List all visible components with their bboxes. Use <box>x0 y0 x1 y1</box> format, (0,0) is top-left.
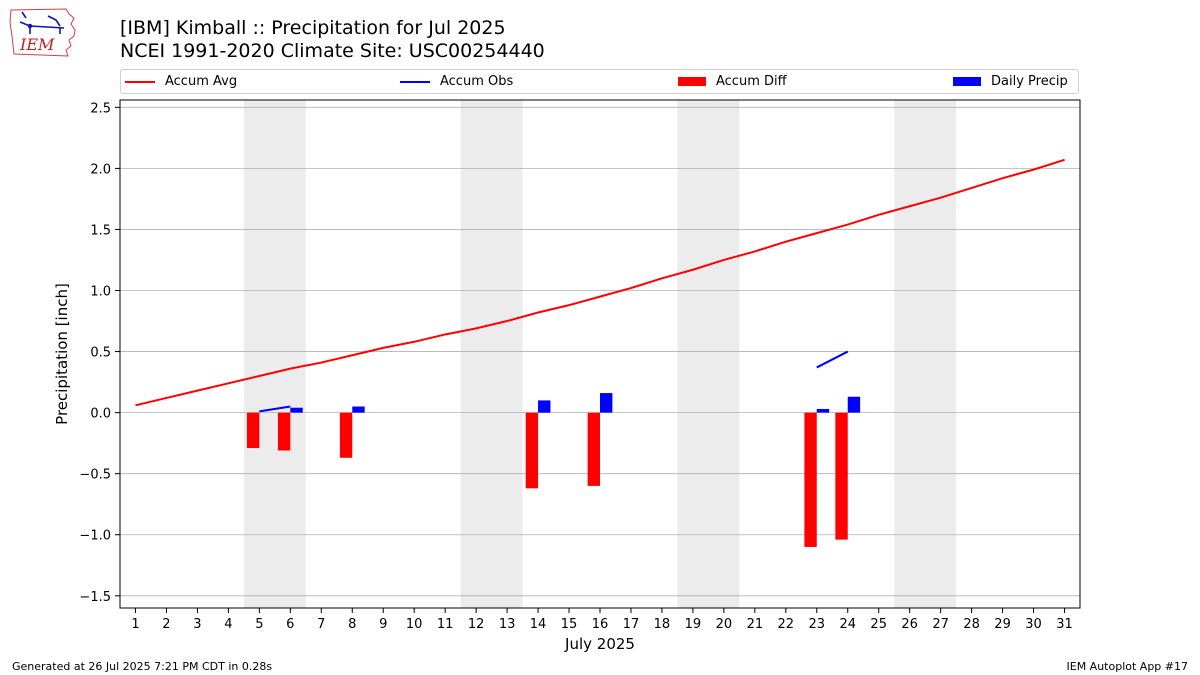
iowa-state-outline <box>9 8 76 57</box>
accum-diff-bar <box>525 412 539 489</box>
weekend-shading <box>243 100 306 608</box>
y-tick-label: −1.5 <box>79 590 111 605</box>
x-tick-label: 4 <box>224 617 232 632</box>
footer-app: IEM Autoplot App #17 <box>1066 660 1189 673</box>
x-tick-label: 25 <box>870 617 887 632</box>
x-tick-label: 5 <box>255 617 263 632</box>
x-tick-label: 17 <box>623 617 640 632</box>
legend-swatch-accum-obs <box>400 80 430 83</box>
weekend-shading <box>677 100 740 608</box>
accum-diff-bar <box>804 412 817 547</box>
footer-generated: Generated at 26 Jul 2025 7:21 PM CDT in … <box>12 660 273 673</box>
x-tick-label: 10 <box>406 617 423 632</box>
y-tick-label: −0.5 <box>79 468 111 483</box>
y-tick-label: 1.5 <box>90 223 111 238</box>
x-tick-label: 19 <box>685 617 702 632</box>
accum-diff-bar <box>587 412 600 486</box>
x-tick-label: 22 <box>778 617 795 632</box>
accum-obs-line <box>816 350 849 369</box>
logo-text: IEM <box>19 35 55 54</box>
x-tick-label: 21 <box>747 617 764 632</box>
x-tick-label: 6 <box>286 617 294 632</box>
y-tick-label: 0.0 <box>90 407 111 422</box>
x-tick-label: 28 <box>963 617 980 632</box>
legend-item-daily-precip: Daily Precip <box>953 70 1068 93</box>
daily-precip-bar <box>352 406 365 413</box>
accum-obs-line <box>259 405 291 413</box>
daily-precip-bar <box>847 396 861 413</box>
daily-precip-bar <box>290 407 303 413</box>
x-tick-label: 27 <box>932 617 949 632</box>
legend-label: Accum Diff <box>716 74 787 89</box>
x-tick-label: 3 <box>193 617 201 632</box>
x-tick-label: 14 <box>530 617 547 632</box>
legend-item-accum-diff: Accum Diff <box>678 70 787 93</box>
x-tick-label: 16 <box>592 617 609 632</box>
x-tick-label: 12 <box>468 617 485 632</box>
legend-item-accum-avg: Accum Avg <box>125 70 237 93</box>
weekend-shading <box>894 100 957 608</box>
legend-swatch-accum-avg <box>125 80 155 83</box>
legend-label: Accum Obs <box>440 74 514 89</box>
x-axis-label: July 2025 <box>564 635 635 653</box>
accum-avg-line <box>135 158 1065 407</box>
x-tick-label: 18 <box>654 617 671 632</box>
chart-marks <box>135 158 1065 547</box>
accum-diff-bar <box>339 412 353 458</box>
x-tick-label: 26 <box>901 617 918 632</box>
x-tick-label: 24 <box>839 617 856 632</box>
iem-logo: IEM <box>9 8 76 57</box>
legend-label: Accum Avg <box>165 74 238 89</box>
axes: 1 2 3 4 5 6 7 8 9 10 11 12 13 14 15 16 17 18 19 20 21 22 23 24 2… <box>79 101 1072 632</box>
x-tick-label: 13 <box>499 617 516 632</box>
x-tick-label: 7 <box>317 617 325 632</box>
daily-precip-bar <box>538 400 551 413</box>
legend-swatch-daily-precip <box>953 77 981 86</box>
x-tick-label: 30 <box>1025 617 1042 632</box>
y-tick-label: 0.5 <box>90 346 111 361</box>
x-tick-label: 31 <box>1056 617 1073 632</box>
x-tick-label: 29 <box>994 617 1011 632</box>
accum-diff-bar <box>246 412 260 449</box>
y-axis-label: Precipitation [inch] <box>53 283 71 425</box>
x-tick-label: 2 <box>162 617 170 632</box>
accum-diff-bar <box>835 412 848 540</box>
plot-background <box>243 100 957 608</box>
accum-diff-bar <box>277 412 291 451</box>
chart-legend: Accum Avg Accum Obs Accum Diff Daily Pre… <box>120 69 1079 94</box>
y-tick-label: 1.0 <box>90 285 111 300</box>
legend-swatch-accum-diff <box>678 77 706 86</box>
x-tick-label: 15 <box>561 617 578 632</box>
legend-label: Daily Precip <box>991 74 1068 89</box>
weekend-shading <box>460 100 523 608</box>
x-tick-label: 11 <box>437 617 454 632</box>
x-tick-label: 1 <box>131 617 139 632</box>
daily-precip-bar <box>816 408 830 413</box>
y-tick-label: −1.0 <box>79 529 111 544</box>
x-tick-label: 9 <box>379 617 387 632</box>
x-tick-label: 23 <box>809 617 826 632</box>
chart-title: [IBM] Kimball :: Precipitation for Jul 2… <box>120 17 506 39</box>
chart-subtitle: NCEI 1991-2020 Climate Site: USC00254440 <box>120 40 545 62</box>
y-tick-label: 2.0 <box>90 162 111 177</box>
x-tick-label: 20 <box>716 617 733 632</box>
daily-precip-bar <box>600 393 613 413</box>
x-tick-label: 8 <box>348 617 356 632</box>
y-tick-label: 2.5 <box>90 101 111 116</box>
legend-item-accum-obs: Accum Obs <box>400 70 513 93</box>
